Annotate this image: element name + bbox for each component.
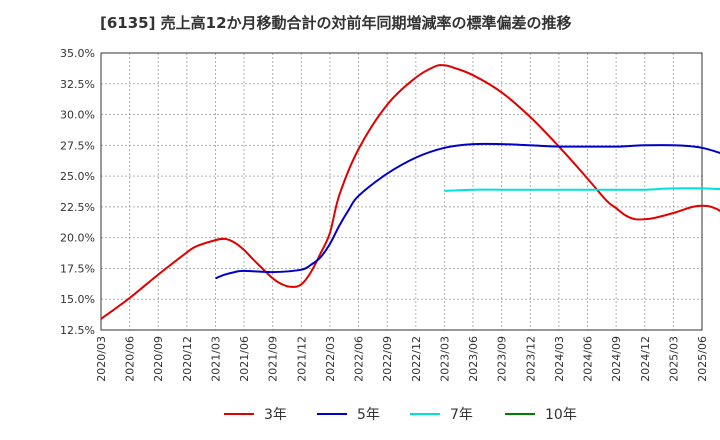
legend-label: 7年 bbox=[450, 407, 473, 423]
y-axis: 12.5% 15.0% 17.5% 20.0% 22.5% 25.0% 27.5% 30.0%… bbox=[60, 47, 95, 337]
x-tick-label: 2021/06 bbox=[238, 336, 251, 382]
x-tick-label: 2024/06 bbox=[582, 336, 595, 382]
x-tick-label: 2022/06 bbox=[353, 336, 366, 382]
y-tick-label: 20.0% bbox=[60, 232, 95, 245]
x-tick-label: 2024/09 bbox=[610, 336, 623, 382]
x-tick-label: 2020/09 bbox=[152, 336, 165, 382]
y-tick-label: 17.5% bbox=[60, 262, 95, 275]
series-line-3年 bbox=[100, 64, 720, 320]
x-tick-label: 2020/06 bbox=[124, 336, 137, 382]
legend-label: 10年 bbox=[545, 407, 577, 423]
x-tick-label: 2022/09 bbox=[381, 336, 394, 382]
series-line-7年 bbox=[444, 187, 720, 192]
x-tick-label: 2024/03 bbox=[553, 336, 566, 382]
chart-title: [6135] 売上高12か月移動合計の対前年同期増減率の標準偏差の推移 bbox=[100, 14, 572, 32]
x-tick-label: 2020/03 bbox=[95, 336, 108, 382]
x-tick-label: 2022/12 bbox=[410, 336, 423, 382]
series bbox=[100, 64, 720, 320]
x-tick-label: 2024/12 bbox=[639, 336, 652, 382]
x-tick-label: 2020/12 bbox=[181, 336, 194, 382]
x-tick-label: 2021/03 bbox=[209, 336, 222, 382]
x-tick-label: 2023/09 bbox=[496, 336, 509, 382]
x-tick-label: 2023/03 bbox=[438, 336, 451, 382]
x-tick-label: 2025/03 bbox=[667, 336, 680, 382]
y-tick-label: 25.0% bbox=[60, 170, 95, 183]
x-tick-label: 2023/06 bbox=[467, 336, 480, 382]
legend-label: 3年 bbox=[264, 407, 287, 423]
y-tick-label: 27.5% bbox=[60, 139, 95, 152]
y-tick-label: 30.0% bbox=[60, 109, 95, 122]
y-tick-label: 35.0% bbox=[60, 47, 95, 60]
y-tick-label: 15.0% bbox=[60, 293, 95, 306]
x-tick-label: 2023/12 bbox=[524, 336, 537, 382]
y-tick-label: 32.5% bbox=[60, 78, 95, 91]
x-tick-label: 2025/06 bbox=[696, 336, 709, 382]
y-tick-label: 22.5% bbox=[60, 201, 95, 214]
legend: 3年 5年 7年 10年 bbox=[224, 407, 577, 423]
legend-label: 5年 bbox=[357, 407, 380, 423]
x-tick-label: 2022/03 bbox=[324, 336, 337, 382]
x-tick-label: 2021/09 bbox=[267, 336, 280, 382]
series-line-5年 bbox=[215, 142, 720, 280]
plot-frame bbox=[100, 52, 703, 331]
x-axis: 2020/03 2020/06 2020/09 2020/12 2021/03 2021/… bbox=[95, 336, 709, 382]
grid bbox=[100, 52, 703, 331]
y-tick-label: 12.5% bbox=[60, 324, 95, 337]
x-tick-label: 2021/12 bbox=[295, 336, 308, 382]
